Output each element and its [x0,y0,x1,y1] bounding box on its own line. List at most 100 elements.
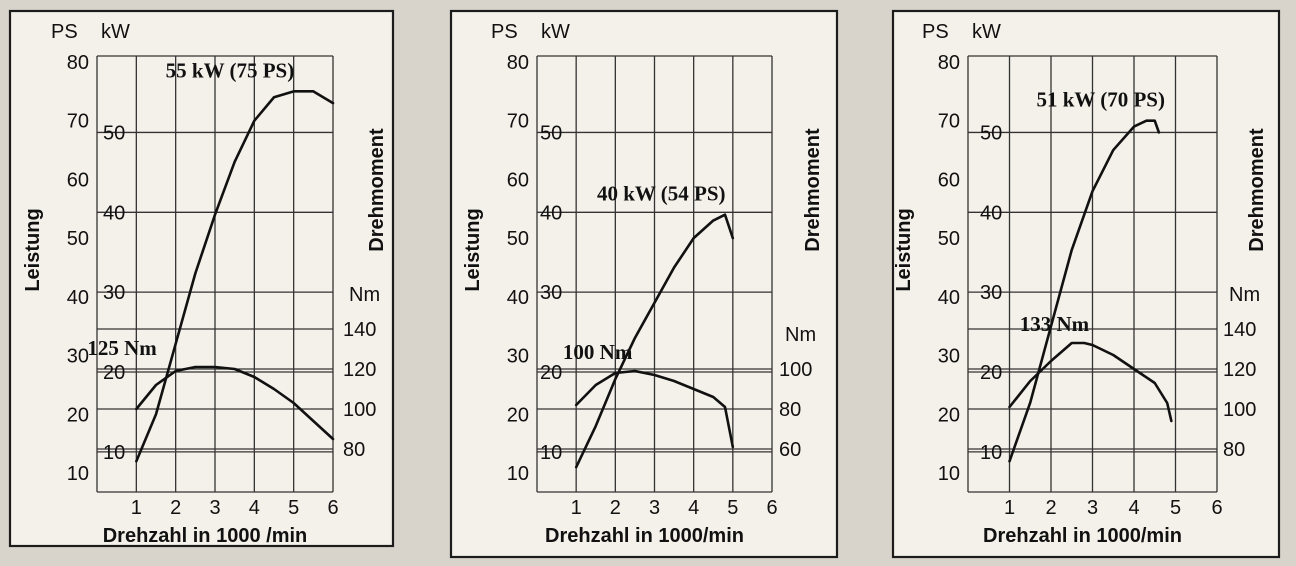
kw-tick-label: 40 [980,202,1002,224]
x-tick-label: 3 [649,497,660,519]
ps-tick-label: 80 [938,52,960,74]
unit-kw-label: kW [541,21,570,43]
ps-tick-label: 80 [67,52,89,74]
x-tick-label: 6 [766,497,777,519]
power-curve-label: 55 kW (75 PS) [166,58,295,82]
ps-tick-label: 30 [507,346,529,368]
ps-tick-label: 20 [938,404,960,426]
kw-tick-label: 40 [103,202,125,224]
ps-tick-label: 10 [507,463,529,485]
ps-tick-label: 10 [938,463,960,485]
nm-tick-label: 140 [343,319,376,341]
power-curve [574,213,735,469]
x-axis-title: Drehzahl in 1000/min [983,525,1182,547]
unit-nm-label: Nm [1229,284,1260,306]
x-tick-label: 5 [727,497,738,519]
nm-tick-label: 100 [779,359,812,381]
unit-ps-label: PS [922,21,949,43]
ps-tick-label: 40 [67,287,89,309]
panel-frame [891,9,1281,559]
nm-tick-label: 120 [1223,359,1256,381]
x-tick-label: 1 [571,497,582,519]
kw-tick-label: 20 [980,362,1002,384]
x-tick-label: 6 [1211,497,1222,519]
ps-tick-label: 80 [507,52,529,74]
x-tick-label: 6 [327,497,338,519]
grid [967,55,1218,493]
chart-panel-1: PS kW 10 20 30 40 50 60 70 80 10 20 30 40 50 Nm 80 100 120… [8,9,395,548]
ps-tick-label: 40 [507,287,529,309]
unit-ps-label: PS [491,21,518,43]
ps-tick-label: 60 [67,169,89,191]
kw-tick-label: 10 [980,442,1002,464]
ps-tick-label: 30 [938,346,960,368]
right-axis-title: Drehmoment [802,128,824,252]
kw-tick-label: 10 [103,442,125,464]
ps-tick-label: 20 [507,404,529,426]
kw-tick-label: 30 [540,282,562,304]
x-tick-label: 5 [1170,497,1181,519]
kw-tick-label: 10 [540,442,562,464]
ps-tick-label: 70 [938,111,960,133]
power-curve-label: 51 kW (70 PS) [1036,88,1165,112]
nm-tick-label: 120 [343,359,376,381]
ps-tick-label: 50 [67,228,89,250]
panel-frame [449,9,839,559]
nm-tick-label: 140 [1223,319,1256,341]
left-axis-title: Leistung [893,208,915,291]
power-curve-label: 40 kW (54 PS) [597,182,726,206]
x-tick-label: 2 [170,497,181,519]
kw-tick-label: 30 [103,282,125,304]
ps-tick-label: 50 [507,228,529,250]
torque-curve [574,369,735,449]
torque-curve-label: 125 Nm [87,336,157,360]
unit-nm-label: Nm [785,324,816,346]
left-axis-title: Leistung [462,208,484,291]
nm-tick-label: 100 [343,399,376,421]
power-curve [1008,119,1161,463]
unit-ps-label: PS [51,21,78,43]
ps-tick-label: 20 [67,404,89,426]
unit-nm-label: Nm [349,284,380,306]
ps-tick-label: 60 [938,169,960,191]
x-tick-label: 1 [1004,497,1015,519]
kw-tick-label: 50 [980,122,1002,144]
nm-tick-label: 80 [343,439,365,461]
ps-tick-label: 10 [67,463,89,485]
x-tick-label: 4 [1128,497,1139,519]
x-tick-label: 5 [288,497,299,519]
kw-tick-label: 40 [540,202,562,224]
x-tick-label: 4 [688,497,699,519]
nm-tick-label: 80 [779,399,801,421]
ps-tick-label: 70 [67,111,89,133]
x-tick-label: 3 [209,497,220,519]
unit-kw-label: kW [972,21,1001,43]
chart-panel-2: PS kW 10 20 30 40 50 60 70 80 10 20 30 40 50 Nm 60 80 100 1… [449,9,839,559]
ps-tick-label: 60 [507,169,529,191]
x-axis-title: Drehzahl in 1000/min [545,525,744,547]
torque-curve-label: 133 Nm [1020,312,1090,336]
torque-curve [1008,341,1173,423]
kw-tick-label: 20 [540,362,562,384]
unit-kw-label: kW [101,21,130,43]
x-tick-label: 3 [1087,497,1098,519]
left-axis-title: Leistung [22,208,44,291]
x-tick-label: 4 [249,497,260,519]
torque-curve [135,365,335,441]
kw-tick-label: 20 [103,362,125,384]
nm-tick-label: 100 [1223,399,1256,421]
power-curve [135,90,335,463]
x-tick-label: 1 [131,497,142,519]
chart-panel-3: PS kW 10 20 30 40 50 60 70 80 10 20 30 40 50 Nm 80 100 120… [891,9,1281,559]
x-axis-title: Drehzahl in 1000 /min [103,525,308,547]
ps-tick-label: 70 [507,111,529,133]
ps-tick-label: 40 [938,287,960,309]
x-tick-label: 2 [610,497,621,519]
x-tick-label: 2 [1045,497,1056,519]
kw-tick-label: 50 [103,122,125,144]
kw-tick-label: 30 [980,282,1002,304]
right-axis-title: Drehmoment [1246,128,1268,252]
ps-tick-label: 30 [67,346,89,368]
kw-tick-label: 50 [540,122,562,144]
